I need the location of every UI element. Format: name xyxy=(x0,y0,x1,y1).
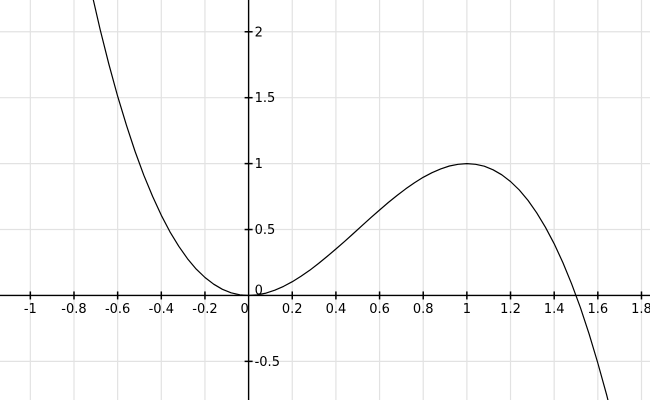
x-tick-label: 0.4 xyxy=(326,302,347,317)
x-tick-label: -0.6 xyxy=(105,302,130,317)
y-tick-label: 1 xyxy=(255,157,263,172)
x-tick-label: 1 xyxy=(463,302,471,317)
x-tick-label: -0.8 xyxy=(61,302,86,317)
x-tick-label: 1.4 xyxy=(544,302,565,317)
x-tick-label: -1 xyxy=(24,302,37,317)
y-tick-label: -0.5 xyxy=(255,355,280,370)
x-tick-label: 0.8 xyxy=(413,302,434,317)
y-tick-label: 0 xyxy=(255,283,263,298)
x-tick-label: -0.2 xyxy=(192,302,217,317)
y-tick-label: 2 xyxy=(255,25,263,40)
x-tick-label: 0 xyxy=(240,302,248,317)
x-tick-label: 1.8 xyxy=(631,302,650,317)
y-tick-label: 0.5 xyxy=(255,223,276,238)
x-tick-label: 1.6 xyxy=(587,302,608,317)
x-tick-label: -0.4 xyxy=(149,302,174,317)
x-tick-label: 0.6 xyxy=(369,302,390,317)
x-tick-label: 1.2 xyxy=(500,302,521,317)
y-tick-label: 1.5 xyxy=(255,91,276,106)
function-curve xyxy=(92,0,609,400)
x-tick-label: 0.2 xyxy=(282,302,303,317)
